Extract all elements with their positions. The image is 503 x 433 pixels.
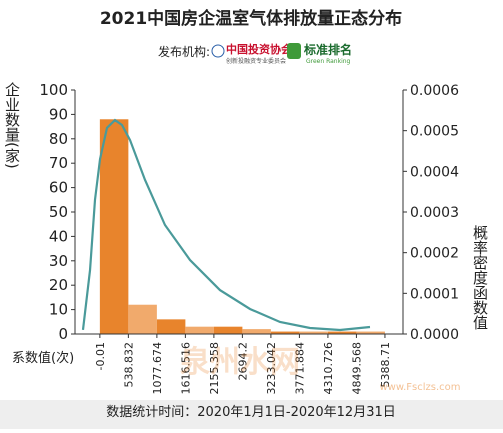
bar xyxy=(270,331,300,334)
chart-title: 2021中国房企温室气体排放量正态分布 xyxy=(100,8,402,29)
y-tick-label: 40 xyxy=(49,227,68,245)
publisher-sub: 创新投融资专业委员会 xyxy=(226,57,286,65)
y-tick-label: 0 xyxy=(58,325,68,343)
x-tick-label: 2155.358 xyxy=(208,342,221,395)
bar xyxy=(99,119,129,334)
x-tick-label: -0.01 xyxy=(94,342,107,370)
bar xyxy=(213,326,243,334)
density-line xyxy=(81,118,371,332)
x-tick-label: 1077.674 xyxy=(151,342,164,395)
y-axis-title: 企业数量(家) xyxy=(3,81,21,169)
logo-icon xyxy=(211,44,225,58)
x-tick-label: 1616.516 xyxy=(179,342,192,395)
bar xyxy=(356,331,385,334)
bar xyxy=(185,326,214,334)
y2-axis-title: 概率密度函数值 xyxy=(471,225,489,330)
bar xyxy=(299,331,328,334)
y-tick-label: 60 xyxy=(49,179,68,197)
x-tick-label: 4310.726 xyxy=(322,342,335,395)
publisher-name: 标准排名 xyxy=(303,42,352,57)
x-tick-label: 4849.568 xyxy=(350,342,363,395)
y-tick-label: 100 xyxy=(39,81,68,99)
y-tick-label: 70 xyxy=(49,154,68,172)
y-tick-label: 80 xyxy=(49,130,68,148)
x-tick-label: 5388.71 xyxy=(379,342,392,388)
bar xyxy=(128,304,157,334)
y2-tick-label: 0.0002 xyxy=(410,246,459,262)
footer: 数据统计时间：2020年1月1日-2020年12月31日 xyxy=(106,405,396,420)
bar xyxy=(156,319,186,334)
x-axis-title: 系数值(次) xyxy=(12,350,74,366)
footer-band xyxy=(0,400,503,429)
watermark: 泉州水网 xyxy=(180,345,300,380)
y2-tick-label: 0.0001 xyxy=(410,286,459,302)
y-tick-label: 50 xyxy=(49,203,68,221)
bar xyxy=(327,331,357,334)
y-tick-label: 20 xyxy=(49,276,68,294)
y-tick-label: 30 xyxy=(49,252,68,270)
bar xyxy=(242,329,271,334)
y2-tick-label: 0.0004 xyxy=(410,164,459,180)
y-tick-label: 90 xyxy=(49,105,68,123)
y2-tick-label: 0.0003 xyxy=(410,205,459,221)
y2-tick-label: 0.0005 xyxy=(410,124,459,140)
watermark: www.Fsclzs.com xyxy=(379,382,460,393)
publisher-name: 中国投资协会 xyxy=(226,42,293,56)
publisher-sub: Green Ranking xyxy=(306,58,351,65)
x-tick-label: 3233.042 xyxy=(265,342,278,395)
plot-area: -0.01 538.832 1077.674 1616.516 2155.358 2694… xyxy=(39,81,459,395)
x-tick-label: 2694.2 xyxy=(236,342,249,381)
y2-tick-label: 0.0000 xyxy=(410,327,459,343)
y2-tick-label: 0.0006 xyxy=(410,83,459,99)
x-tick-label: 538.832 xyxy=(122,342,135,388)
publisher-label: 发布机构: xyxy=(158,44,210,59)
logo-icon xyxy=(287,43,301,59)
x-tick-label: 3771.884 xyxy=(293,342,306,395)
y-tick-label: 10 xyxy=(49,301,68,319)
